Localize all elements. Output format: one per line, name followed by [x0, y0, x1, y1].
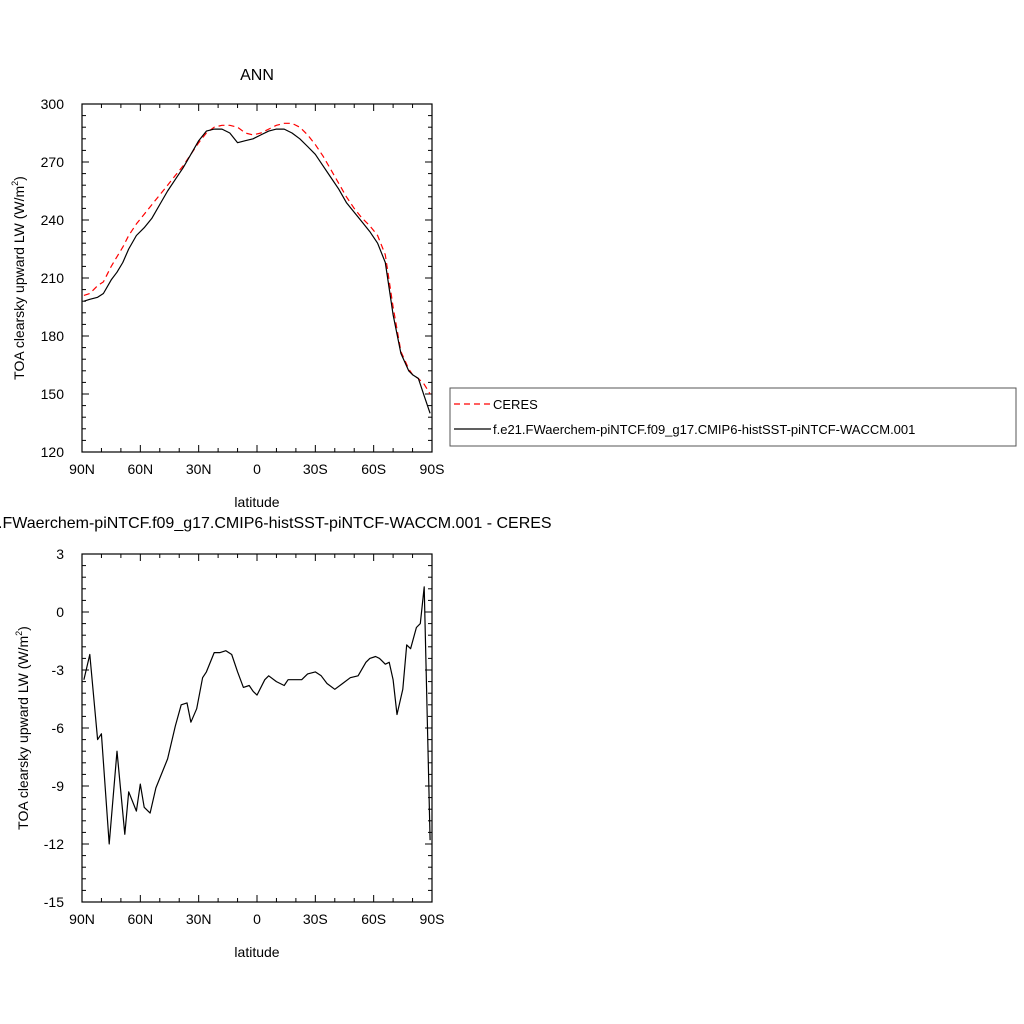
x-tick-label: 0 — [253, 911, 261, 927]
legend-box — [449, 387, 1017, 447]
x-tick-label: 90N — [69, 911, 95, 927]
x-tick-label: 90N — [69, 461, 95, 477]
x-tick-label: 90S — [420, 911, 445, 927]
y-axis-label-end: ) — [11, 176, 27, 181]
y-tick-label: 3 — [56, 546, 64, 562]
y-axis-label-end: ) — [15, 626, 31, 631]
series-lines — [83, 122, 431, 414]
legend: CERES f.e21.FWaerchem-piNTCF.f09_g17.CMI… — [449, 387, 1017, 447]
y-axis-label-sup: 2 — [14, 631, 24, 636]
chart-title: f.e21.FWaerchem-piNTCF.f09_g17.CMIP6-his… — [0, 515, 552, 532]
x-tick-label: 30S — [303, 461, 328, 477]
axis-ticks: 90N 60N 30N 0 30S 60S 90S 120 150 180 210 240 270 300 — [41, 96, 445, 477]
x-tick-label: 60S — [361, 461, 386, 477]
y-tick-label: 150 — [41, 386, 65, 402]
y-tick-label: 180 — [41, 328, 65, 344]
y-tick-label: -15 — [44, 894, 64, 910]
y-tick-label: 240 — [41, 212, 65, 228]
y-axis-label-main: TOA clearsky upward LW (W/m — [15, 636, 31, 830]
x-tick-label: 60N — [127, 461, 153, 477]
y-axis-label-sup: 2 — [10, 181, 20, 186]
y-tick-label: 270 — [41, 154, 65, 170]
y-tick-label: -9 — [52, 778, 65, 794]
series-line-0 — [83, 586, 431, 845]
x-tick-label: 0 — [253, 461, 261, 477]
y-tick-label: -3 — [52, 662, 65, 678]
x-tick-label: 60S — [361, 911, 386, 927]
plot-frame — [81, 103, 433, 453]
y-tick-label: 210 — [41, 270, 65, 286]
x-tick-label: 90S — [420, 461, 445, 477]
series-line-0 — [83, 122, 431, 395]
series-lines — [83, 586, 431, 845]
x-axis-label: latitude — [234, 944, 279, 960]
bottom-panel: f.e21.FWaerchem-piNTCF.f09_g17.CMIP6-his… — [0, 515, 552, 960]
y-tick-label: 0 — [56, 604, 64, 620]
y-tick-label: 300 — [41, 96, 65, 112]
plot-frame — [81, 553, 433, 903]
y-axis-label: TOA clearsky upward LW (W/m2) — [14, 626, 31, 830]
x-tick-label: 60N — [127, 911, 153, 927]
y-tick-label: 120 — [41, 444, 65, 460]
x-tick-label: 30S — [303, 911, 328, 927]
legend-label-ceres: CERES — [493, 397, 538, 412]
chart-title: ANN — [240, 67, 274, 84]
axis-ticks: 90N 60N 30N 0 30S 60S 90S -15 -12 -9 -6 -3 0 3 — [44, 546, 445, 927]
legend-label-model: f.e21.FWaerchem-piNTCF.f09_g17.CMIP6-his… — [493, 422, 915, 437]
y-axis-label-main: TOA clearsky upward LW (W/m — [11, 186, 27, 380]
y-tick-label: -12 — [44, 836, 64, 852]
top-panel: ANN 90N 60N 30N 0 30S 60S 90S 120 150 180 210 240 27… — [10, 67, 444, 510]
y-axis-label: TOA clearsky upward LW (W/m2) — [10, 176, 27, 380]
x-tick-label: 30N — [186, 911, 212, 927]
y-tick-label: -6 — [52, 720, 65, 736]
series-line-1 — [83, 128, 431, 414]
x-tick-label: 30N — [186, 461, 212, 477]
x-axis-label: latitude — [234, 494, 279, 510]
